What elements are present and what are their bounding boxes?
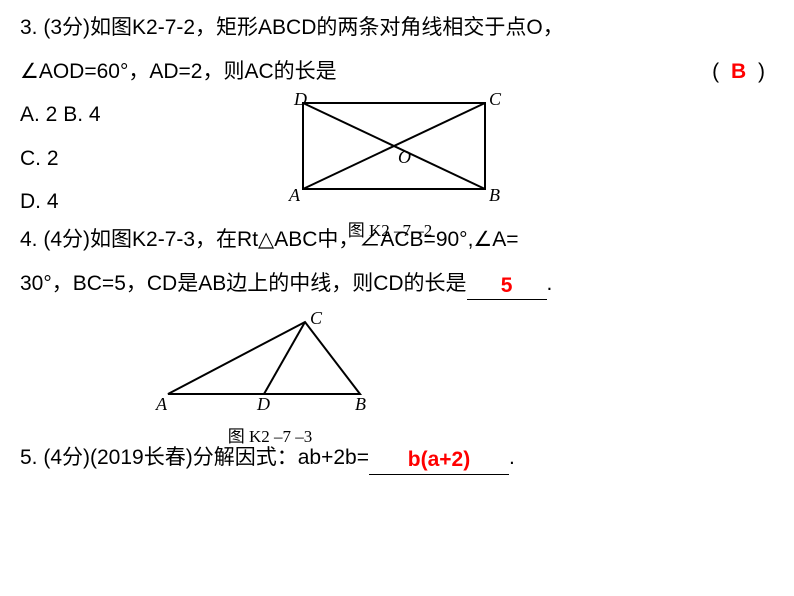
q5-text: 5. (4分)(2019长春)分解因式：ab+2b= [20,446,369,469]
q4-line1: 4. (4分)如图K2-7-3，在Rt△ABC中，∠ACB=90°,∠A= [20,224,774,256]
q3-option-d: D. 4 [20,186,101,218]
label-B: B [489,185,500,205]
label-A: A [155,394,168,412]
q4-answer: 5 [501,274,513,297]
label-B: B [355,394,366,412]
q3-line1: 3. (3分)如图K2-7-2，矩形ABCD的两条对角线相交于点O， [20,12,774,44]
label-C: C [310,312,323,328]
q5-line: 5. (4分)(2019长春)分解因式：ab+2b= b(a+2). [20,442,774,475]
label-A: A [288,185,301,205]
q4-figure: A D B C 图 K2 –7 –3 [150,312,390,449]
q4-period: . [547,272,553,295]
paren-open: ( [712,60,722,83]
label-O: O [398,147,411,167]
label-D: D [256,394,270,412]
q5-period: . [509,446,515,469]
q3-figure: D C A B O 图 K2 –7 –2 [275,91,505,243]
q3-option-ab: A. 2 B. 4 [20,99,101,131]
paren-close: ) [758,60,768,83]
label-C: C [489,91,502,109]
q5-blank: b(a+2) [369,442,509,475]
q3-line2-text: ∠AOD=60°，AD=2，则AC的长是 [20,60,337,83]
q3-option-c: C. 2 [20,143,101,175]
q4-line2-text: 30°，BC=5，CD是AB边上的中线，则CD的长是 [20,272,467,295]
q3-answer: B [731,60,749,83]
q3-rectangle-diagram: D C A B O [275,91,505,206]
q3-answer-paren: ( B ) [712,56,768,88]
q5-answer: b(a+2) [408,448,470,471]
q3-line2: ∠AOD=60°，AD=2，则AC的长是 ( B ) [20,56,774,88]
q4-blank: 5 [467,268,547,301]
label-D: D [293,91,307,109]
q4-line2: 30°，BC=5，CD是AB边上的中线，则CD的长是 5. [20,268,774,301]
q4-triangle-diagram: A D B C [150,312,390,412]
